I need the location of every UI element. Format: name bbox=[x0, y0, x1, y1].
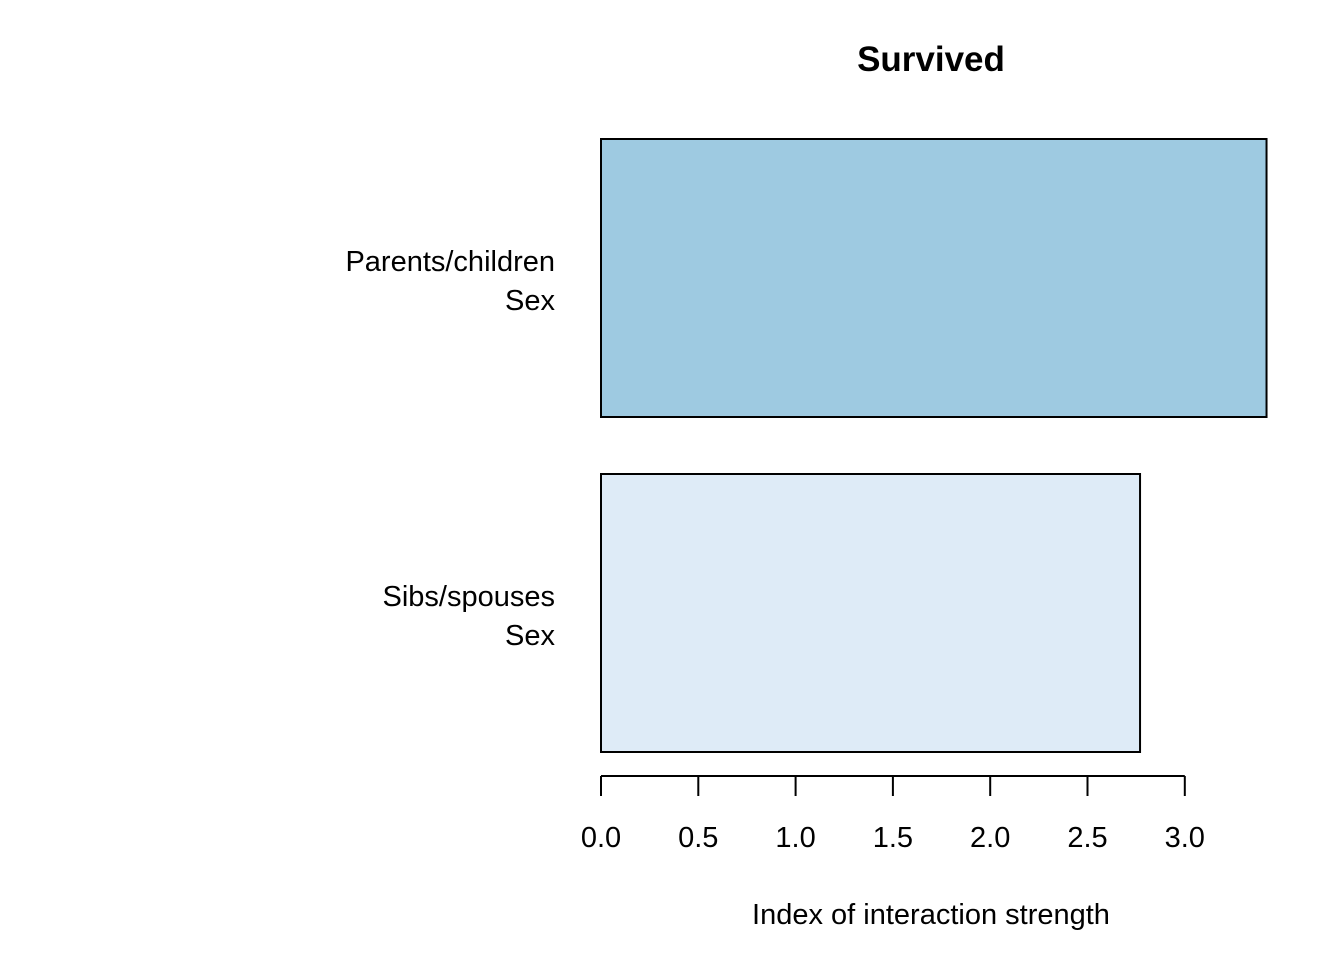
x-tick-label-4: 1.5 bbox=[873, 822, 913, 854]
category-label-1-line-1: Parents/children bbox=[345, 246, 555, 278]
x-tick-label-2: 0.5 bbox=[678, 822, 718, 854]
chart-title: Survived bbox=[857, 40, 1005, 79]
bar-2 bbox=[600, 473, 1142, 753]
category-label-2-line-2: Sex bbox=[505, 620, 555, 652]
x-tick-label-1: 0.0 bbox=[581, 822, 621, 854]
x-axis-title: Index of interaction strength bbox=[752, 899, 1110, 931]
x-tick-label-5: 2.0 bbox=[970, 822, 1010, 854]
x-tick-label-3: 1.0 bbox=[775, 822, 815, 854]
x-tick-label-7: 3.0 bbox=[1165, 822, 1205, 854]
x-tick-label-6: 2.5 bbox=[1067, 822, 1107, 854]
x-axis: 0.0 0.5 1.0 1.5 2.0 2.5 3.0 bbox=[581, 775, 1205, 854]
bars-group bbox=[600, 138, 1268, 753]
bar-1 bbox=[600, 138, 1268, 418]
category-label-1-line-2: Sex bbox=[505, 285, 555, 317]
category-labels: Parents/children Sex Sibs/spouses Sex bbox=[345, 246, 555, 652]
category-label-2-line-1: Sibs/spouses bbox=[383, 581, 556, 613]
